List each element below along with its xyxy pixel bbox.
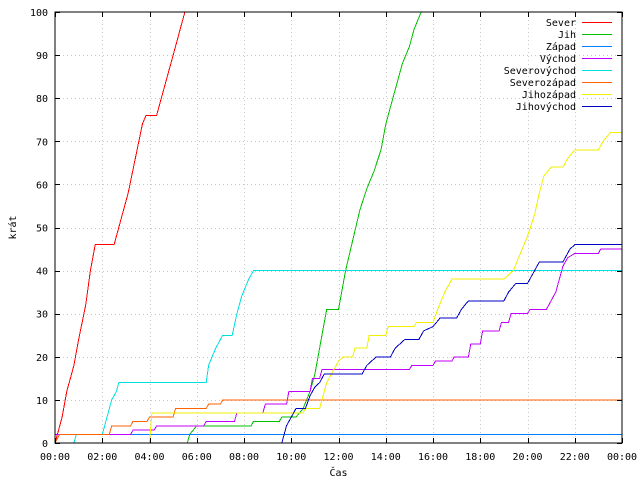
series-line-0: [54, 11, 186, 444]
y-tick-label: 80: [36, 94, 48, 105]
x-tick-label: 06:00: [182, 452, 212, 463]
x-tick-label: 04:00: [134, 452, 164, 463]
y-tick-label: 100: [30, 8, 48, 19]
y-tick-label: 40: [36, 267, 48, 278]
legend-label: Východ: [540, 53, 576, 65]
series-line-3: [55, 248, 622, 435]
plot-frame: [54, 11, 623, 444]
y-tick-label: 70: [36, 137, 48, 148]
x-tick-label: 18:00: [465, 452, 495, 463]
y-axis-label: krát: [7, 215, 19, 239]
legend: SeverJihZápadVýchodSeverovýchodSeverozáp…: [504, 18, 612, 113]
x-tick-label: 14:00: [371, 452, 401, 463]
x-tick-label: 00:00: [607, 452, 637, 463]
legend-label: Sever: [546, 18, 576, 29]
y-tick-label: 60: [36, 180, 48, 191]
series-line-1: [186, 11, 422, 444]
x-tick-label: 12:00: [323, 452, 353, 463]
y-tick-label: 20: [36, 353, 48, 364]
x-tick-label: 10:00: [276, 452, 306, 463]
legend-label: Jih: [558, 30, 576, 41]
legend-label: Jihozápad: [522, 89, 576, 101]
x-axis-label: Čas: [329, 466, 347, 479]
y-tick-labels: 0 10 20 30 40 50 60 70 80 90 100: [30, 8, 48, 450]
series-line-6: [55, 132, 622, 444]
grid-lines: [55, 12, 622, 443]
x-tick-label: 16:00: [418, 452, 448, 463]
y-tick-label: 50: [36, 224, 48, 235]
x-tick-label: 00:00: [40, 452, 70, 463]
legend-label: Severovýchod: [504, 65, 576, 77]
legend-label: Severozápad: [510, 77, 576, 89]
y-tick-label: 30: [36, 310, 48, 321]
x-tick-label: 22:00: [560, 452, 590, 463]
axis-ticks: [55, 12, 623, 444]
x-tick-label: 20:00: [512, 452, 542, 463]
series-line-7: [55, 244, 622, 444]
y-tick-label: 10: [36, 396, 48, 407]
series-lines: [54, 11, 622, 444]
legend-label: Západ: [546, 41, 576, 53]
x-tick-label: 08:00: [229, 452, 259, 463]
x-tick-label: 02:00: [87, 452, 117, 463]
series-line-5: [54, 399, 622, 444]
y-tick-label: 0: [42, 439, 48, 450]
y-tick-label: 90: [36, 51, 48, 62]
legend-label: Jihovýchod: [516, 101, 576, 113]
x-tick-labels: 00:00 02:00 04:00 06:00 08:00 10:00 12:00 14:00…: [40, 452, 637, 463]
